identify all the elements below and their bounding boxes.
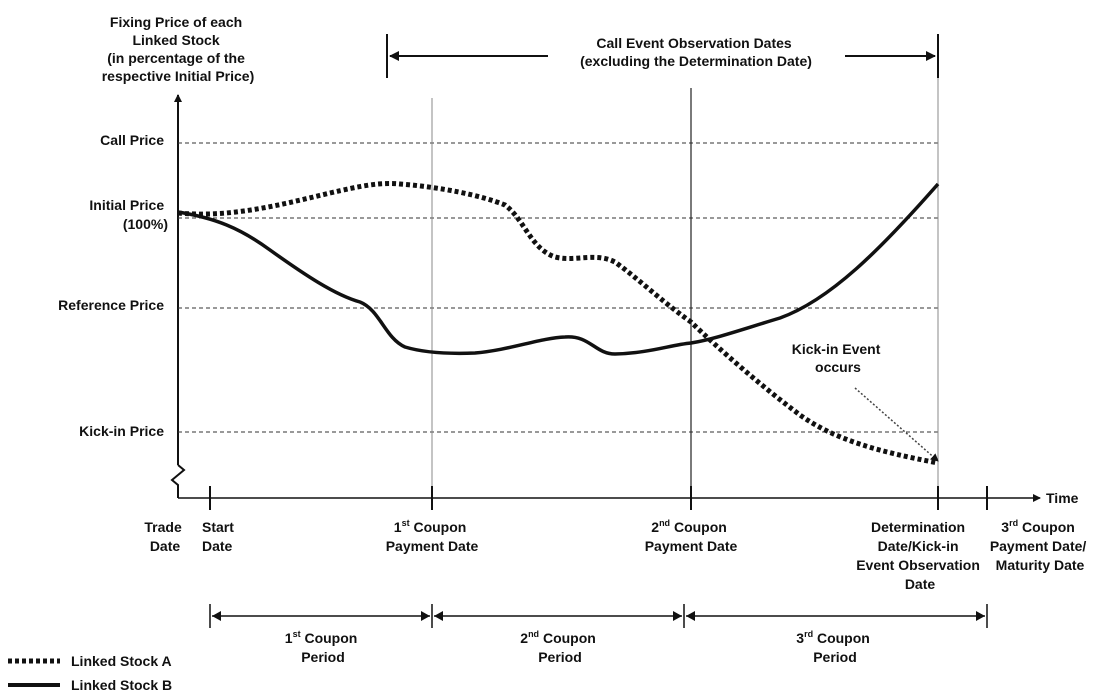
coupon-period-3-label: 3rd Coupon Period (796, 629, 873, 665)
observation-dates-label: Call Event Observation Dates (excluding … (580, 35, 812, 69)
x-axis-ticks (209, 486, 988, 510)
y-axis (170, 94, 186, 498)
kickin-event-label: Kick-in Event occurs (792, 341, 885, 375)
date-lines (431, 78, 939, 498)
initial-price-label: Initial Price (100%) (89, 197, 168, 232)
kickin-price-label: Kick-in Price (79, 423, 164, 439)
trade-date-label: Trade Date (144, 519, 185, 554)
call-price-label: Call Price (100, 132, 164, 148)
coupon2-date-label: 2nd Coupon Payment Date (645, 518, 738, 554)
linked-stock-a-line (177, 181, 939, 466)
coupon-period-1-label: 1st Coupon Period (285, 629, 361, 665)
price-level-lines (178, 142, 938, 433)
reference-price-label: Reference Price (58, 297, 164, 313)
legend-stock-b-label: Linked Stock B (71, 677, 172, 693)
determination-date-label: Determination Date/Kick-in Event Observa… (856, 519, 984, 592)
start-date-label: Start Date (202, 519, 238, 554)
legend-stock-a-label: Linked Stock A (71, 653, 172, 669)
kickin-event-arrow (854, 387, 939, 462)
legend: Linked Stock A Linked Stock B (8, 653, 172, 693)
time-label: Time (1046, 490, 1079, 506)
y-axis-title: Fixing Price of each Linked Stock (in pe… (102, 14, 255, 84)
coupon-period-brackets (209, 604, 988, 628)
coupon3-date-label: 3rd Coupon Payment Date/ Maturity Date (990, 518, 1090, 573)
linked-stock-b-line (177, 182, 940, 356)
coupon-period-2-label: 2nd Coupon Period (520, 629, 599, 665)
observation-dates-range (386, 34, 939, 78)
coupon1-date-label: 1st Coupon Payment Date (386, 518, 479, 554)
